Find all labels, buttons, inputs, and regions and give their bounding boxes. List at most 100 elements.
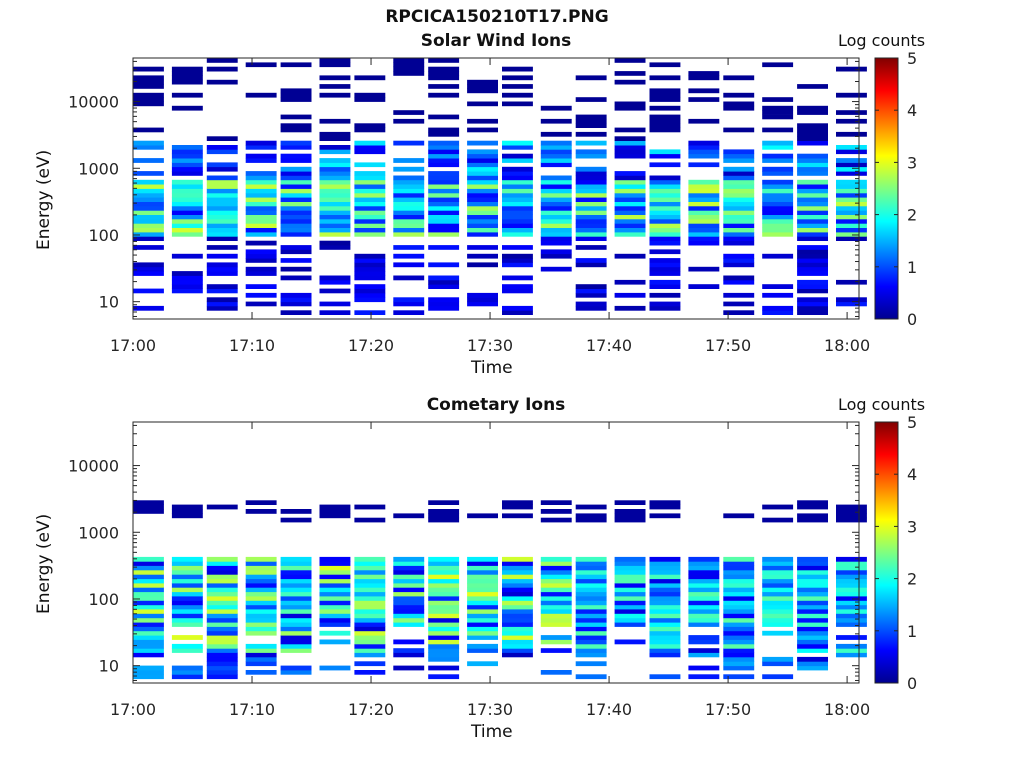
heatmap-cell [319, 609, 351, 614]
heatmap-cell [614, 184, 646, 189]
heatmap-cell [467, 622, 498, 627]
x-axis-label-cometary: Time [471, 722, 513, 742]
heatmap-cell [797, 245, 828, 250]
heatmap-cell [428, 58, 460, 63]
heatmap-cell [723, 578, 755, 584]
heatmap-cell [797, 596, 828, 601]
heatmap-cell [723, 75, 755, 81]
heatmap-cell [649, 513, 681, 519]
heatmap-cell [540, 105, 572, 111]
heatmap-cell [502, 310, 533, 315]
heatmap-cell [206, 266, 238, 272]
heatmap-cell [280, 171, 312, 176]
heatmap-cell [797, 253, 828, 259]
heatmap-cell [649, 258, 681, 263]
heatmap-cell [540, 509, 572, 514]
heatmap-cell [245, 153, 277, 159]
heatmap-cell [393, 253, 425, 259]
heatmap-cell [354, 145, 386, 150]
heatmap-cell [171, 223, 203, 228]
heatmap-cell [280, 587, 312, 593]
heatmap-cell [836, 184, 867, 189]
heatmap-cell [467, 583, 498, 588]
colorbar-tick-label: 2 [907, 570, 917, 589]
y-tick-label: 1000 [78, 159, 119, 178]
heatmap-cell [502, 609, 533, 614]
heatmap-cell [245, 578, 277, 584]
heatmap-cell [575, 192, 607, 198]
heatmap-cell [206, 236, 238, 241]
heatmap-cell [836, 643, 867, 649]
heatmap-cell [393, 587, 425, 593]
heatmap-cell [280, 583, 312, 588]
heatmap-cell [245, 292, 277, 298]
heatmap-cell [614, 149, 646, 155]
heatmap-cell [171, 513, 203, 519]
heatmap-cell [762, 617, 794, 623]
heatmap-cell [319, 188, 351, 194]
x-tick-label: 17:20 [348, 336, 394, 355]
heatmap-cell [206, 184, 238, 189]
colorbar-tick-label: 1 [907, 622, 917, 641]
heatmap-cell [649, 118, 681, 124]
heatmap-cell [502, 613, 533, 619]
heatmap-cell [319, 288, 351, 294]
heatmap-cell [171, 670, 203, 675]
heatmap-cell [502, 84, 533, 89]
heatmap-cell [206, 232, 238, 237]
heatmap-cell [723, 604, 755, 610]
heatmap-cell [280, 591, 312, 597]
heatmap-cell [649, 88, 681, 94]
heatmap-cell [133, 271, 164, 276]
heatmap-cell [393, 205, 425, 211]
heatmap-cell [280, 292, 312, 298]
heatmap-cell [280, 97, 312, 102]
heatmap-cell [797, 656, 828, 662]
heatmap-cell [649, 227, 681, 233]
heatmap-cell [245, 179, 277, 185]
heatmap-cell [428, 201, 460, 207]
heatmap-cell [133, 617, 164, 623]
heatmap-cell [393, 275, 425, 281]
heatmap-cell [245, 630, 277, 636]
heatmap-cell [762, 591, 794, 597]
heatmap-cell [319, 205, 351, 211]
heatmap-cell [428, 262, 460, 268]
heatmap-cell [133, 75, 164, 81]
heatmap-cell [133, 236, 164, 241]
heatmap-cell [206, 145, 238, 150]
heatmap-cell [354, 140, 386, 146]
heatmap-cell [540, 517, 572, 523]
heatmap-cell [723, 279, 755, 285]
heatmap-cell [649, 175, 681, 181]
heatmap-cell [206, 565, 238, 571]
heatmap-cell [206, 674, 238, 680]
heatmap-cell [649, 97, 681, 102]
heatmap-cell [688, 153, 720, 159]
heatmap-cell [688, 604, 720, 610]
heatmap-cell [319, 62, 351, 68]
heatmap-cell [393, 62, 425, 68]
colorbar-title-cometary: Log counts [838, 395, 926, 414]
heatmap-cell [575, 517, 607, 523]
heatmap-cell [502, 626, 533, 632]
heatmap-cell [575, 643, 607, 649]
heatmap-cell [133, 639, 164, 645]
heatmap-cell [688, 210, 720, 215]
heatmap-cell [133, 188, 164, 194]
heatmap-cell [575, 626, 607, 632]
heatmap-cell [502, 275, 533, 281]
heatmap-cell [762, 556, 794, 562]
x-tick-label: 17:30 [467, 336, 513, 355]
heatmap-cell [575, 565, 607, 571]
heatmap-cell [540, 500, 572, 505]
heatmap-cell [688, 184, 720, 189]
heatmap-cell [723, 639, 755, 645]
heatmap-cell [428, 140, 460, 146]
heatmap-cell [319, 92, 351, 98]
heatmap-cell [540, 240, 572, 246]
heatmap-cell [797, 184, 828, 189]
heatmap-cell [575, 210, 607, 215]
heatmap-cell [280, 630, 312, 636]
heatmap-cell [575, 674, 607, 680]
